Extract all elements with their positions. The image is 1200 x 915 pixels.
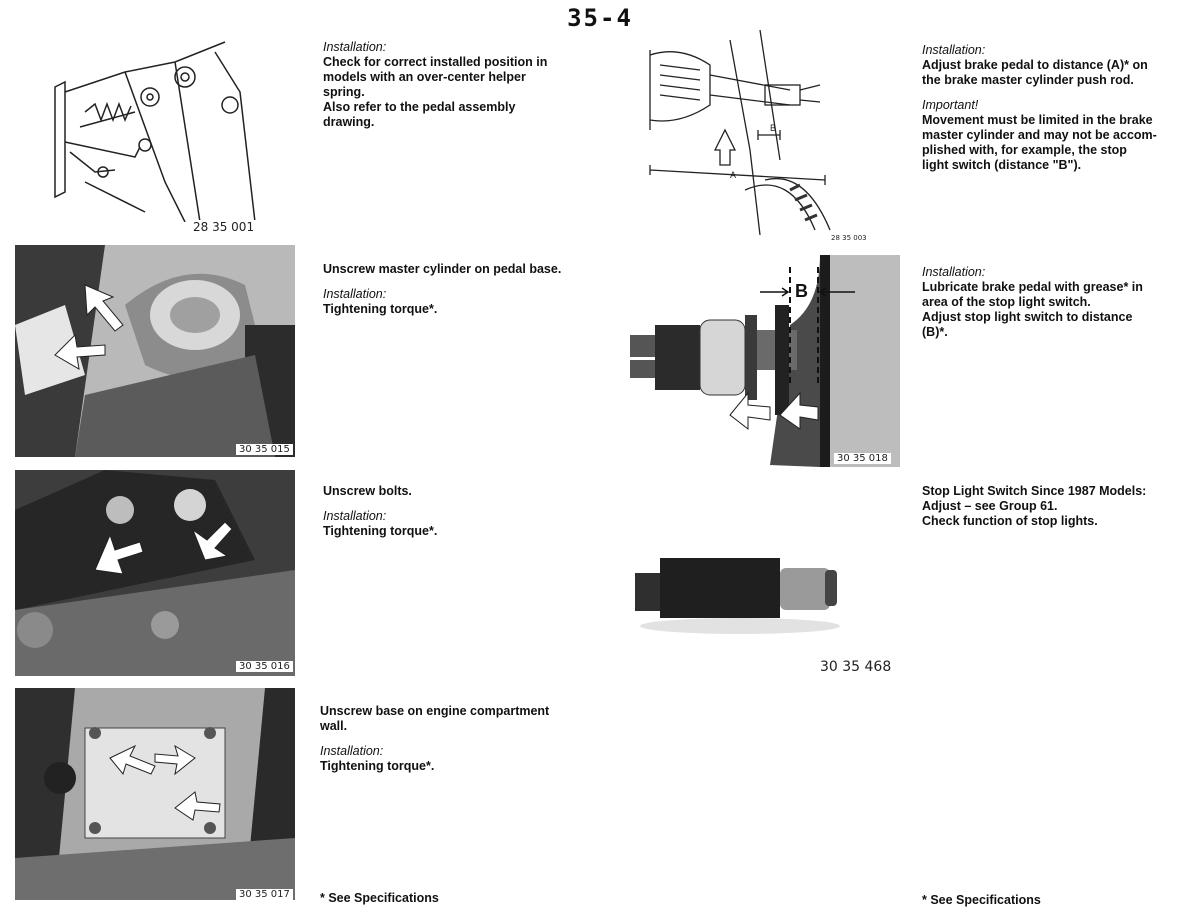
important-label: Important! <box>922 98 979 112</box>
figure-base-photo <box>15 688 295 900</box>
pedal-drawing-illustration <box>54 41 256 222</box>
instruction-line: master cylinder and may not be accom- <box>922 128 1157 142</box>
figure-number: 30 35 015 <box>236 444 293 455</box>
instruction-line: models with an over-center helper <box>323 70 526 84</box>
instruction-line: area of the stop light switch. <box>922 295 1091 309</box>
instruction-line: Check function of stop lights. <box>922 514 1098 528</box>
installation-label: Installation: <box>323 40 387 54</box>
figure-pedal-assembly-drawing <box>25 32 290 222</box>
instruction-block-7: Stop Light Switch Since 1987 Models: Adj… <box>922 484 1192 529</box>
instruction-line: (B)*. <box>922 325 948 339</box>
figure-number: 28 35 003 <box>828 234 870 242</box>
instruction-detail: Tightening torque*. <box>323 302 438 316</box>
instruction-line: spring. <box>323 85 365 99</box>
dimension-label-a: A <box>730 170 736 180</box>
instruction-line: the brake master cylinder push rod. <box>922 73 1134 87</box>
instruction-main: Unscrew base on engine compartment <box>320 704 550 718</box>
dimension-label-b: B <box>795 281 808 301</box>
figure-stop-light-switch-photo: B <box>620 245 900 467</box>
figure-master-cylinder-photo <box>15 245 295 457</box>
instruction-line: plished with, for example, the stop <box>922 143 1127 157</box>
instruction-block-5: Installation: Adjust brake pedal to dist… <box>922 43 1192 173</box>
instruction-main: wall. <box>320 719 348 733</box>
instruction-line: Adjust stop light switch to distance <box>922 310 1133 324</box>
instruction-line: light switch (distance "B"). <box>922 158 1082 172</box>
base-photo-illustration <box>15 688 295 900</box>
installation-label: Installation: <box>922 265 986 279</box>
instruction-line: Adjust – see Group 61. <box>922 499 1058 513</box>
installation-label: Installation: <box>922 43 986 57</box>
instruction-line: Movement must be limited in the brake <box>922 113 1153 127</box>
figure-number: 30 35 016 <box>236 661 293 672</box>
figure-number: 30 35 018 <box>834 453 891 464</box>
footnote-specifications: * See Specifications <box>320 891 439 905</box>
stop-light-switch-photo-illustration: B <box>620 245 900 467</box>
page-number: 35-4 <box>567 4 633 32</box>
installation-label: Installation: <box>320 744 384 758</box>
instruction-block-2: Unscrew master cylinder on pedal base. I… <box>323 262 613 317</box>
figure-number: 28 35 001 <box>190 220 258 234</box>
instruction-block-4: Unscrew base on engine compartment wall.… <box>320 704 610 774</box>
instruction-line: Lubricate brake pedal with grease* in <box>922 280 1143 294</box>
stop-light-switch-1987-illustration <box>630 548 845 638</box>
instruction-line: Check for correct installed position in <box>323 55 548 69</box>
figure-number: 30 35 468 <box>817 659 895 675</box>
figure-bolts-photo <box>15 470 295 676</box>
figure-number: 30 35 017 <box>236 889 293 900</box>
bolts-photo-illustration <box>15 470 295 676</box>
instruction-line: Also refer to the pedal assembly <box>323 100 516 114</box>
instruction-detail: Tightening torque*. <box>323 524 438 538</box>
section-heading: Stop Light Switch Since 1987 Models: <box>922 484 1147 498</box>
instruction-main: Unscrew master cylinder on pedal base. <box>323 262 562 276</box>
instruction-block-3: Unscrew bolts. Installation: Tightening … <box>323 484 613 539</box>
footnote-specifications: * See Specifications <box>922 893 1041 907</box>
figure-stop-light-switch-1987-photo <box>630 548 845 638</box>
master-cylinder-photo-illustration <box>15 245 295 457</box>
instruction-block-1: Installation: Check for correct installe… <box>323 40 593 130</box>
instruction-main: Unscrew bolts. <box>323 484 412 498</box>
dimension-label-b: B <box>770 123 776 133</box>
installation-label: Installation: <box>323 509 387 523</box>
instruction-block-6: Installation: Lubricate brake pedal with… <box>922 265 1192 340</box>
instruction-line: Adjust brake pedal to distance (A)* on <box>922 58 1148 72</box>
figure-brake-pedal-drawing: A B <box>640 30 845 235</box>
instruction-detail: Tightening torque*. <box>320 759 435 773</box>
installation-label: Installation: <box>323 287 387 301</box>
instruction-line: drawing. <box>323 115 375 129</box>
brake-pedal-drawing-illustration: A B <box>649 30 831 235</box>
